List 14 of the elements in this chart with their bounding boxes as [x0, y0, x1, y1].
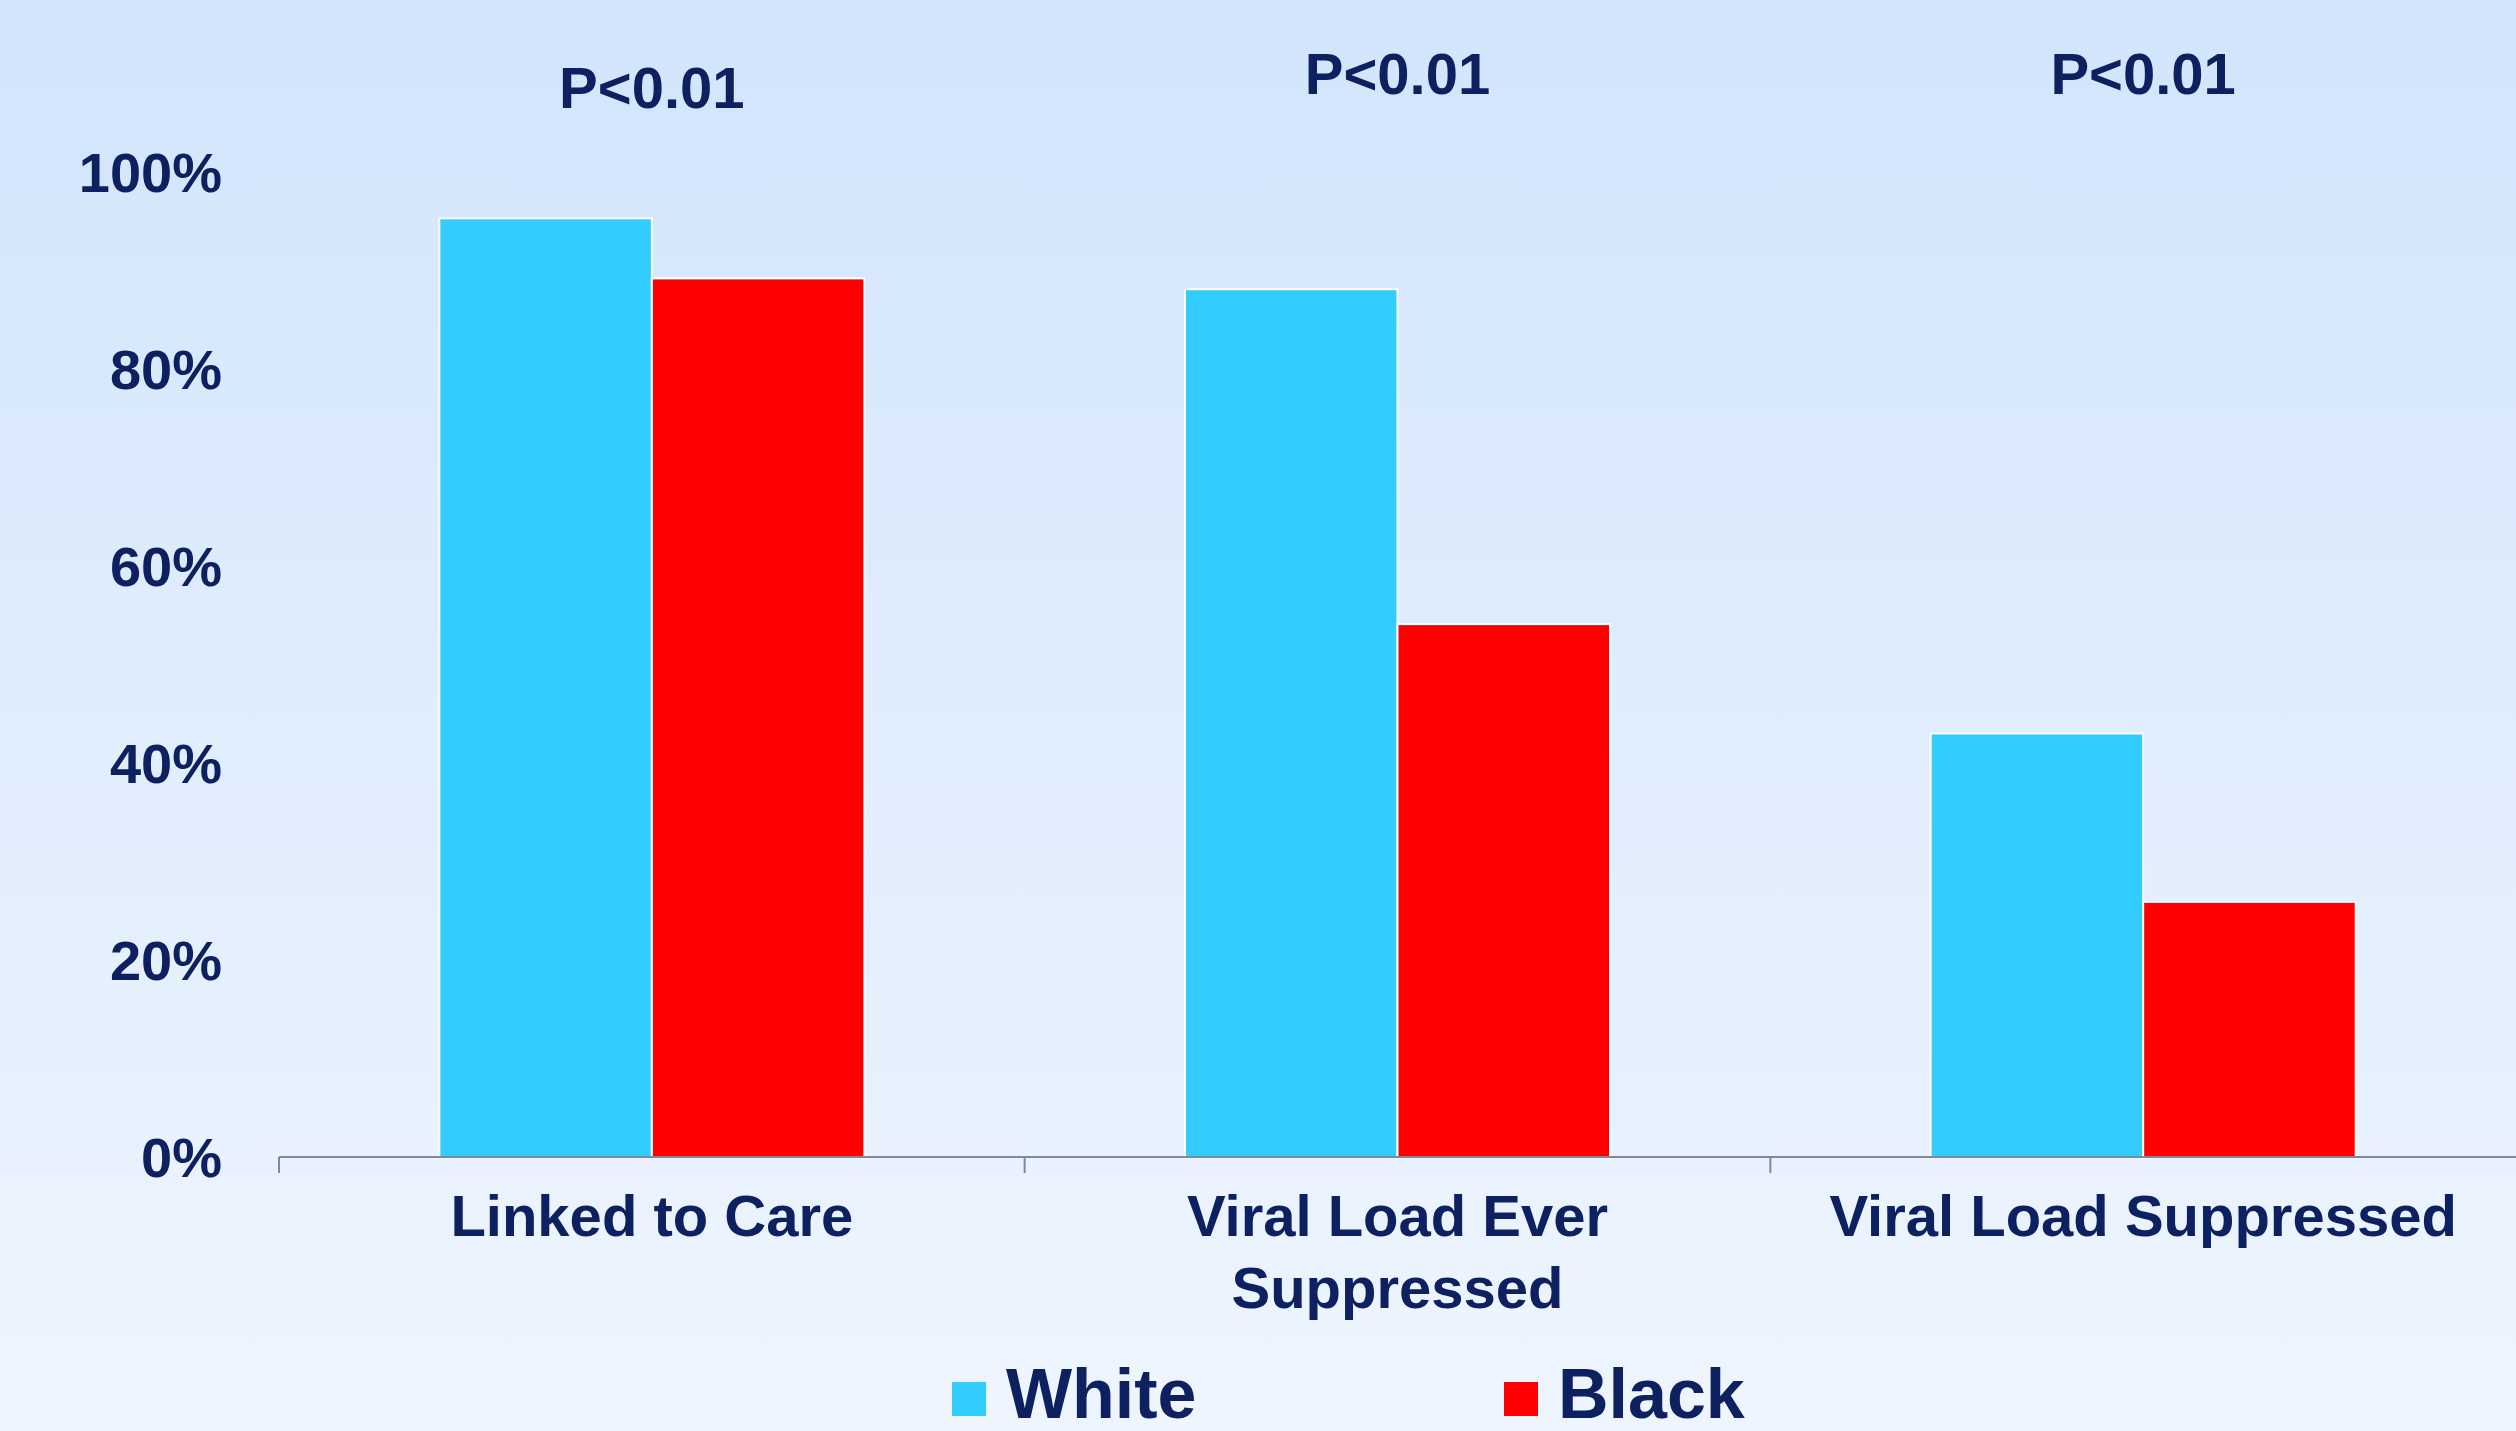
text: White: [1006, 1355, 1197, 1431]
text: P<0.01: [1304, 41, 1491, 106]
y-tick-label: 60%: [109, 534, 222, 598]
legend-label: Black: [1558, 1355, 1745, 1431]
y-tick-label: 100%: [78, 140, 222, 204]
x-tick-label: Viral Load Suppressed: [1829, 1183, 2457, 1248]
text: P<0.01: [2050, 41, 2236, 106]
text: P<0.01: [559, 55, 745, 120]
y-tick-label: 80%: [109, 337, 222, 401]
y-tick-label: 20%: [109, 928, 222, 992]
x-tick-label: Viral Load Ever Suppressed: [1186, 1183, 1609, 1320]
x-tick-label: Linked to Care: [450, 1183, 854, 1248]
y-tick-label: 0%: [141, 1125, 222, 1189]
y-tick-label: 40%: [109, 731, 222, 795]
